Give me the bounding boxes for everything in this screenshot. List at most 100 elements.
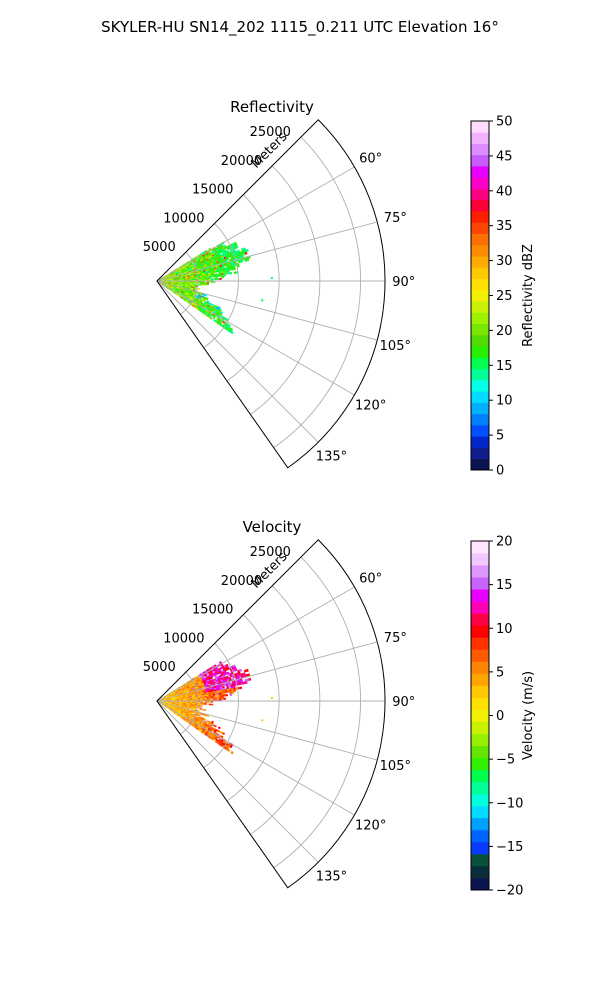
colorbar-tick-label: −20 [496, 884, 523, 899]
colorbar-tick-label: −5 [496, 753, 515, 768]
colorbar-segment [471, 436, 489, 448]
panels: Reflectivity60°75°90°105°120°135°5000100… [143, 98, 536, 899]
radial-tick-label: 5000 [143, 660, 176, 675]
colorbar-segment [471, 211, 489, 223]
colorbar-segment [471, 793, 489, 807]
radial-tick-label: 25000 [250, 125, 291, 140]
polar-grid [156, 136, 385, 449]
colorbar-segment [471, 877, 489, 891]
angular-tick-label: 135° [316, 449, 347, 464]
colorbar-segment [471, 613, 489, 626]
panel-title: Reflectivity [230, 98, 314, 116]
colorbar-segment [471, 649, 489, 662]
colorbar-segment [471, 637, 489, 650]
polar-grid [156, 556, 385, 869]
radial-tick-label: 5000 [143, 240, 176, 255]
colorbar-tick-label: 10 [496, 622, 513, 637]
colorbar-segment [471, 829, 489, 843]
colorbar-tick-label: −15 [496, 840, 523, 855]
colorbar: −20 −15 −10 −5 0 5 10 15 20 Velocity (m/s) [470, 535, 536, 899]
colorbar-segment [471, 458, 489, 471]
angular-tick-label: 105° [380, 339, 411, 354]
colorbar-tick-label: 5 [496, 429, 504, 444]
radial-tick-label: 20000 [221, 574, 262, 589]
radial-tick-label: 25000 [250, 545, 291, 560]
colorbar-segment [471, 733, 489, 746]
colorbar-segment [471, 805, 489, 819]
colorbar-segment [471, 589, 489, 602]
colorbar-segment [471, 323, 489, 336]
colorbar-tick-label: −10 [496, 796, 523, 811]
colorbar-segment [471, 312, 489, 325]
angular-tick-label: 105° [380, 759, 411, 774]
echo-field [159, 241, 273, 335]
radial-tick-label: 15000 [192, 603, 233, 618]
angular-tick-label: 120° [355, 398, 386, 413]
colorbar-segment [471, 709, 489, 722]
colorbar-segment [471, 402, 489, 415]
angular-tick-label: 60° [359, 152, 382, 167]
figure-suptitle: SKYLER-HU SN14_202 1115_0.211 UTC Elevat… [101, 18, 499, 37]
colorbar-segment [471, 577, 489, 590]
colorbar-segment [471, 769, 489, 783]
colorbar-label: Velocity (m/s) [521, 671, 536, 760]
colorbar-segment [471, 413, 489, 426]
colorbar-label: Reflectivity dBZ [521, 244, 536, 347]
colorbar-segment [471, 685, 489, 698]
colorbar-segment [471, 244, 489, 257]
colorbar-tick-label: 20 [496, 324, 513, 339]
colorbar-segment [471, 132, 489, 144]
colorbar-segment [471, 357, 489, 370]
angular-tick-label: 90° [392, 275, 415, 290]
colorbar-segment [471, 278, 489, 291]
colorbar-segment [471, 166, 489, 178]
colorbar-segment [471, 289, 489, 302]
angular-tick-label: 120° [355, 818, 386, 833]
colorbar: 0 5 10 15 20 25 30 35 40 45 50 Reflectivity dBZ [470, 115, 536, 479]
colorbar-segment [471, 781, 489, 795]
colorbar-segment [471, 745, 489, 759]
colorbar-segment [471, 334, 489, 347]
colorbar-segment [471, 368, 489, 381]
panel-velocity: Velocity 60° 75° 90° 105° 120° 135° 5000 10000 15… [143, 518, 536, 899]
colorbar-segment [471, 565, 489, 578]
colorbar-segment [471, 841, 489, 855]
colorbar-segment [471, 379, 489, 392]
colorbar-tick-label: 25 [496, 289, 513, 304]
colorbar-segment [471, 817, 489, 831]
colorbar-tick-label: 45 [496, 149, 513, 164]
radial-tick-label: 15000 [192, 183, 233, 198]
colorbar-segment [471, 625, 489, 638]
angular-tick-label: 90° [392, 695, 415, 710]
colorbar-tick-label: 30 [496, 254, 513, 269]
colorbar-tick-label: 0 [496, 464, 504, 479]
colorbar-segment [471, 301, 489, 313]
colorbar-segment [471, 721, 489, 734]
colorbar-segment [471, 267, 489, 280]
colorbar-segment [471, 853, 489, 867]
colorbar-segment [471, 757, 489, 771]
colorbar-tick-label: 35 [496, 219, 513, 234]
colorbar-segment [471, 865, 489, 879]
colorbar-segment [471, 391, 489, 403]
colorbar-tick-label: 5 [496, 665, 504, 680]
angular-tick-label: 60° [359, 572, 382, 587]
colorbar-tick-label: 20 [496, 535, 513, 550]
colorbar-tick-label: 50 [496, 115, 513, 130]
colorbar-segment [471, 424, 489, 437]
colorbar-tick-label: 15 [496, 578, 513, 593]
colorbar-segment [471, 346, 489, 358]
colorbar-segment [471, 222, 489, 234]
radial-tick-label: 10000 [163, 211, 204, 226]
panel-title: Velocity [243, 518, 302, 536]
colorbar-segment [471, 199, 489, 212]
colorbar-segment [471, 256, 489, 268]
colorbar-segment [471, 121, 489, 133]
colorbar-segment [471, 601, 489, 614]
colorbar-segment [471, 143, 489, 156]
colorbar-segment [471, 541, 489, 554]
angular-tick-label: 75° [384, 631, 407, 646]
radial-tick-label: 20000 [221, 154, 262, 169]
angular-tick-label: 75° [384, 211, 407, 226]
